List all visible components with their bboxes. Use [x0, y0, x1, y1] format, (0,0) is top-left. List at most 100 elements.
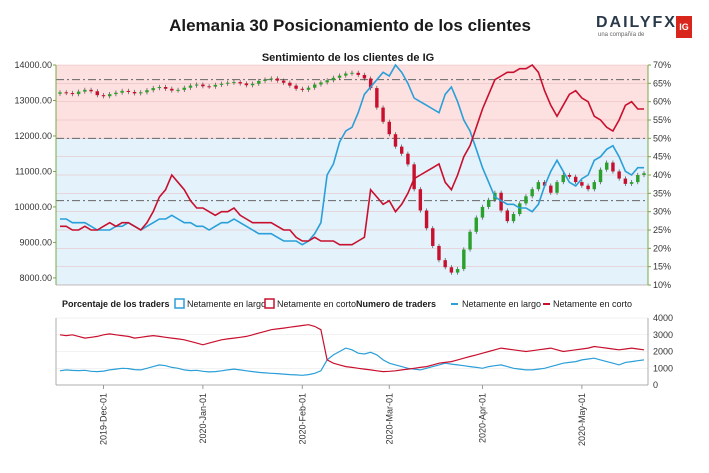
- candle-body: [107, 94, 112, 97]
- percent-tick-label: 45%: [653, 152, 671, 162]
- candle-body: [95, 91, 99, 96]
- count-tick-label: 1000: [653, 363, 673, 373]
- price-tick-label: 9000.00: [19, 237, 52, 247]
- candle-body: [511, 214, 516, 222]
- candle-body: [331, 77, 336, 81]
- candle-body: [412, 164, 416, 190]
- candle-body: [617, 171, 621, 179]
- candle-body: [449, 267, 454, 273]
- candle-body: [393, 134, 398, 147]
- candle-body: [101, 95, 106, 97]
- percent-tick-label: 55%: [653, 115, 671, 125]
- candle-body: [176, 89, 180, 91]
- count-tick-label: 3000: [653, 330, 673, 340]
- candle-body: [89, 89, 93, 92]
- candle-body: [381, 107, 385, 122]
- count-axis-ticks: 4000 3000 2000 1000 0: [653, 313, 673, 390]
- candle-body: [244, 83, 249, 86]
- logo-brand: DAILYFX: [596, 14, 677, 31]
- date-tick-label: 2020-Mar-01: [384, 393, 394, 445]
- candle-body: [157, 87, 162, 89]
- percent-tick-label: 10%: [653, 280, 671, 290]
- candle-body: [362, 74, 367, 79]
- candle-body: [114, 92, 118, 95]
- price-tick-label: 8000.00: [19, 273, 52, 283]
- legend: Porcentaje de los traders Netamente en l…: [62, 298, 632, 309]
- legend-count-short-label: Netamente en corto: [553, 299, 632, 309]
- candle-body: [257, 80, 261, 84]
- legend-long-swatch: [174, 298, 185, 309]
- candle-body: [139, 92, 143, 94]
- legend-long-label: Netamente en largo: [187, 299, 266, 309]
- candle-body: [344, 73, 348, 76]
- candle-body: [83, 89, 87, 92]
- candle-body: [468, 231, 472, 250]
- candle-body: [437, 245, 441, 261]
- price-tick-label: 14000.00: [14, 60, 52, 70]
- date-tick-label: 2020-May-01: [577, 393, 587, 446]
- count-tick-label: 2000: [653, 347, 673, 357]
- percent-tick-label: 35%: [653, 188, 671, 198]
- price-tick-label: 11000.00: [15, 166, 52, 176]
- candle-body: [636, 175, 640, 183]
- candle-body: [238, 82, 242, 84]
- candle-body: [486, 199, 491, 207]
- candle-body: [611, 162, 615, 172]
- long-percent-line: [60, 63, 644, 246]
- candle-body: [194, 84, 199, 86]
- candle-body: [399, 146, 404, 154]
- legend-short-label: Netamente en corto: [277, 299, 356, 309]
- candle-body: [269, 78, 273, 80]
- bottom-chart-grid: [56, 317, 648, 386]
- legend-count-label: Numero de traders: [356, 299, 436, 309]
- candle-body: [337, 75, 342, 78]
- candle-body: [226, 82, 230, 84]
- date-axis-ticks: 2019-Dec-01 2020-Jan-01 2020-Feb-01 2020-Ma…: [98, 385, 587, 446]
- percent-tick-label: 20%: [653, 243, 671, 253]
- percent-tick-label: 60%: [653, 97, 671, 107]
- candle-body: [120, 90, 124, 93]
- candle-body: [201, 84, 205, 87]
- candle-body: [505, 210, 510, 222]
- candle-body: [542, 182, 547, 186]
- count-tick-label: 4000: [653, 313, 673, 323]
- candle-body: [126, 90, 131, 92]
- legend-count-long-label: Netamente en largo: [462, 299, 541, 309]
- candle-body: [455, 269, 460, 273]
- percent-tick-label: 25%: [653, 225, 671, 235]
- candle-body: [294, 85, 298, 89]
- percent-tick-label: 50%: [653, 133, 671, 143]
- top-chart-title: Sentimiento de los clientes de IG: [262, 52, 434, 64]
- short-count-line: [59, 324, 645, 373]
- candle-body: [145, 90, 149, 93]
- candle-body: [530, 189, 534, 197]
- legend-short-swatch: [264, 298, 275, 309]
- candle-body: [188, 85, 193, 88]
- percent-tick-label: 65%: [653, 78, 671, 88]
- candle-body: [592, 182, 597, 190]
- candle-body: [424, 210, 429, 229]
- candle-body: [431, 228, 435, 246]
- date-tick-label: 2020-Apr-01: [477, 393, 487, 443]
- candle-body: [350, 72, 354, 74]
- reference-levels: [56, 79, 648, 202]
- candle-body: [555, 182, 559, 193]
- price-candles: [58, 70, 646, 275]
- candle-body: [64, 92, 68, 94]
- candle-body: [58, 92, 62, 94]
- percent-tick-label: 40%: [653, 170, 671, 180]
- candle-body: [462, 249, 466, 270]
- candle-body: [306, 87, 311, 90]
- candle-body: [313, 84, 317, 88]
- ig-badge: IG: [676, 16, 692, 38]
- legend-percent-label: Porcentaje de los traders: [62, 299, 170, 309]
- candle-body: [70, 93, 75, 95]
- percent-tick-label: 30%: [653, 207, 671, 217]
- dailyfx-logo: DAILYFX una compañía de IG: [596, 14, 696, 44]
- candle-body: [623, 178, 628, 184]
- candle-body: [536, 182, 541, 190]
- candle-body: [232, 82, 236, 84]
- long-count-line: [59, 347, 645, 376]
- candle-body: [474, 217, 478, 232]
- candle-body: [300, 88, 305, 90]
